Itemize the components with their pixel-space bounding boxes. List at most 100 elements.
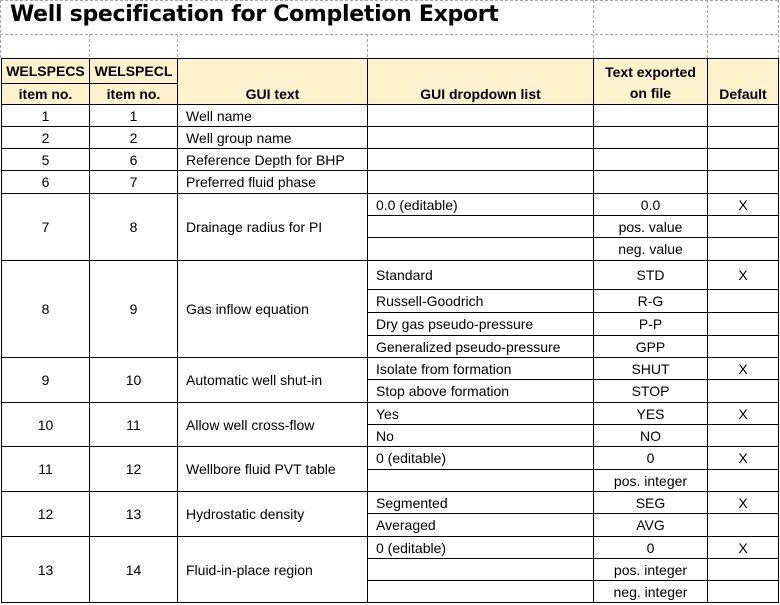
table-subrow: neg. value bbox=[2, 237, 779, 261]
default-cell bbox=[707, 312, 779, 336]
default-cell bbox=[707, 513, 779, 537]
default-cell bbox=[707, 558, 779, 581]
default-cell: X bbox=[707, 402, 779, 425]
dropdown-cell: Isolate from formation bbox=[367, 357, 594, 380]
welspecs-cell: 6 bbox=[1, 170, 90, 194]
welspecl-cell: 14 bbox=[89, 536, 178, 603]
header-gui-text: GUI text bbox=[177, 58, 368, 105]
welspecs-cell: 7 bbox=[1, 193, 90, 261]
welspecl-cell: 7 bbox=[89, 170, 178, 194]
exported-cell bbox=[593, 126, 708, 149]
table-row: 11 12 Wellbore fluid PVT table 0 (editab… bbox=[1, 446, 779, 492]
dropdown-cell: 0 (editable) bbox=[367, 536, 594, 559]
default-cell bbox=[707, 170, 779, 194]
exported-cell: pos. value bbox=[593, 215, 708, 238]
exported-cell: STOP bbox=[593, 379, 708, 403]
gui-text-cell: Drainage radius for PI bbox=[177, 193, 368, 261]
dropdown-cell: Russell-Goodrich bbox=[367, 289, 594, 313]
table-row: 6 7 Preferred fluid phase bbox=[1, 170, 779, 194]
page-title: Well specification for Completion Export bbox=[10, 2, 499, 27]
welspecs-cell: 10 bbox=[1, 402, 90, 447]
dropdown-cell: 0 (editable) bbox=[367, 446, 594, 470]
dropdown-cell bbox=[367, 148, 594, 171]
welspecl-cell: 13 bbox=[89, 491, 178, 537]
welspecs-cell: 13 bbox=[1, 536, 90, 603]
dropdown-cell: Stop above formation bbox=[367, 379, 594, 403]
default-cell bbox=[707, 148, 779, 171]
exported-cell: neg. value bbox=[593, 237, 708, 261]
gui-text-cell: Reference Depth for BHP bbox=[177, 148, 368, 171]
table-row: 7 8 Drainage radius for PI 0.0 (editable… bbox=[1, 193, 779, 261]
dropdown-cell bbox=[367, 580, 594, 603]
gui-text-cell: Preferred fluid phase bbox=[177, 170, 368, 194]
welspecl-cell: 8 bbox=[89, 193, 178, 261]
welspecl-cell: 1 bbox=[89, 104, 178, 127]
default-cell bbox=[707, 289, 779, 313]
default-cell: X bbox=[707, 357, 779, 380]
dropdown-cell bbox=[367, 170, 594, 194]
exported-cell: pos. integer bbox=[593, 558, 708, 581]
table-subrow: pos. integer bbox=[2, 469, 779, 492]
dropdown-cell bbox=[367, 558, 594, 581]
dropdown-cell: 0.0 (editable) bbox=[367, 193, 594, 216]
header-text-exported-line1: Text exported bbox=[605, 64, 696, 80]
table-row: 1 1 Well name bbox=[1, 104, 779, 127]
welspecl-cell: 12 bbox=[89, 446, 178, 492]
header-text-exported-line2: on file bbox=[629, 85, 672, 101]
table-subrow: Dry gas pseudo-pressure P-P bbox=[2, 312, 779, 336]
gui-text-cell: Automatic well shut-in bbox=[177, 357, 368, 403]
default-cell bbox=[707, 126, 779, 149]
gui-text-cell: Wellbore fluid PVT table bbox=[177, 446, 368, 492]
exported-cell: 0 bbox=[593, 446, 708, 470]
spreadsheet-gridlines bbox=[0, 0, 780, 58]
exported-cell: YES bbox=[593, 402, 708, 425]
welspecs-cell: 2 bbox=[1, 126, 90, 149]
table-row: 10 11 Allow well cross-flow Yes YES X bbox=[1, 402, 779, 447]
dropdown-cell bbox=[367, 215, 594, 238]
well-spec-table: WELSPECS WELSPECL GUI text GUI dropdown … bbox=[1, 58, 779, 603]
exported-cell: R-G bbox=[593, 289, 708, 313]
header-welspecs: WELSPECS bbox=[1, 58, 90, 84]
dropdown-cell bbox=[367, 469, 594, 492]
default-cell: X bbox=[707, 193, 779, 216]
default-cell bbox=[707, 335, 779, 358]
dropdown-cell bbox=[367, 237, 594, 261]
default-cell: X bbox=[707, 491, 779, 514]
gui-text-cell: Gas inflow equation bbox=[177, 260, 368, 358]
exported-cell: STD bbox=[593, 260, 708, 290]
table-subrow: No NO bbox=[2, 424, 779, 447]
table-row: 8 9 Gas inflow equation Standard STD X bbox=[1, 260, 779, 358]
exported-cell: 0 bbox=[593, 536, 708, 559]
gui-text-cell: Fluid-in-place region bbox=[177, 536, 368, 603]
dropdown-cell: Dry gas pseudo-pressure bbox=[367, 312, 594, 336]
welspecl-cell: 6 bbox=[89, 148, 178, 171]
default-cell bbox=[707, 104, 779, 127]
header-default: Default bbox=[707, 58, 779, 105]
default-cell bbox=[707, 580, 779, 603]
header-welspecl: WELSPECL bbox=[89, 58, 178, 84]
header-text-exported: Text exported on file bbox=[593, 58, 708, 105]
welspecl-cell: 2 bbox=[89, 126, 178, 149]
welspecs-cell: 5 bbox=[1, 148, 90, 171]
exported-cell: NO bbox=[593, 424, 708, 447]
dropdown-cell: Segmented bbox=[367, 491, 594, 514]
table-row: 2 2 Well group name bbox=[1, 126, 779, 149]
exported-cell: pos. integer bbox=[593, 469, 708, 492]
welspecl-cell: 11 bbox=[89, 402, 178, 447]
table-subrow: Averaged AVG bbox=[2, 513, 779, 537]
header-welspecl-sub: item no. bbox=[89, 83, 178, 105]
welspecl-cell: 9 bbox=[89, 260, 178, 358]
default-cell: X bbox=[707, 536, 779, 559]
default-cell: X bbox=[707, 260, 779, 290]
exported-cell: GPP bbox=[593, 335, 708, 358]
exported-cell: AVG bbox=[593, 513, 708, 537]
welspecs-cell: 8 bbox=[1, 260, 90, 358]
table-subrow: neg. integer bbox=[2, 580, 779, 603]
welspecs-cell: 11 bbox=[1, 446, 90, 492]
table-row: 5 6 Reference Depth for BHP bbox=[1, 148, 779, 171]
dropdown-cell bbox=[367, 104, 594, 127]
header-welspecs-sub: item no. bbox=[1, 83, 90, 105]
table-row: 13 14 Fluid-in-place region 0 (editable)… bbox=[1, 536, 779, 603]
welspecl-cell: 10 bbox=[89, 357, 178, 403]
default-cell bbox=[707, 424, 779, 447]
